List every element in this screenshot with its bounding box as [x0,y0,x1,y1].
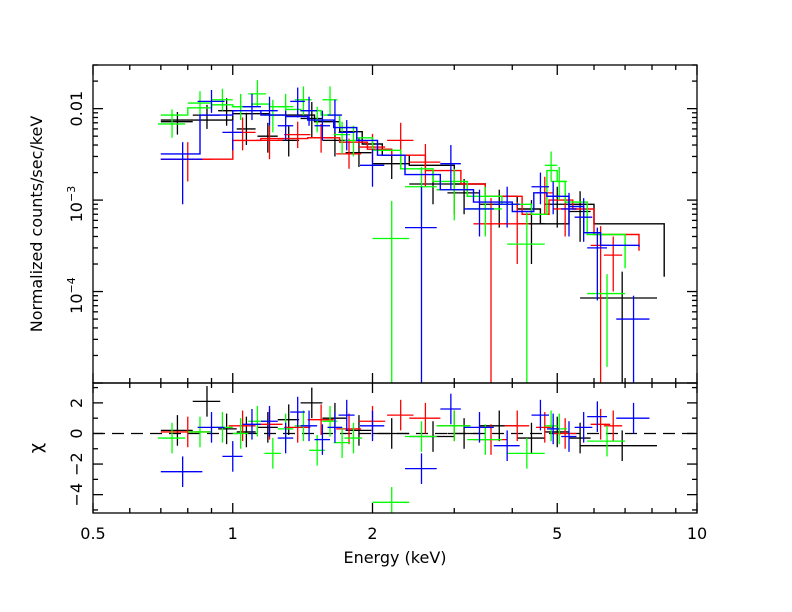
residual-y-tick-label: 0 [67,428,86,438]
residual-data [93,386,697,513]
x-tick-label: 1 [228,524,238,543]
residual-axes: 0.5 1 2 5 10 Energy (keV) 2 0 −2 −4 χ [26,383,707,567]
x-tick-label: 5 [552,524,562,543]
residual-y-tick-label: 2 [67,398,86,408]
y-tick-exponent: −3 [65,186,78,202]
model-step-curve [160,103,626,269]
y-tick-exponent: −4 [65,277,78,293]
x-tick-label: 2 [367,524,377,543]
plot-frames [92,64,698,514]
spectrum-y-tick-label: 10−4 [65,277,86,314]
spectrum-axes: 0.01 10−3 10−4 Normalized counts/sec/keV [27,64,698,384]
residual-y-tick-label: −2 [67,452,86,476]
x-tick-label: 0.5 [80,524,105,543]
spectrum-y-tick-label: 0.01 [67,91,86,127]
spectrum-data [157,80,665,383]
x-tick-label: 10 [687,524,707,543]
spectrum-y-tick-label: 10−3 [65,186,86,223]
residual-y-tick-label: −4 [67,483,86,507]
model-step-curve [160,113,665,277]
residual-y-axis-label: χ [26,443,47,453]
residual-frame [92,382,698,514]
spectrum-y-axis-label: Normalized counts/sec/keV [27,116,46,333]
x-axis-label: Energy (keV) [343,548,446,567]
